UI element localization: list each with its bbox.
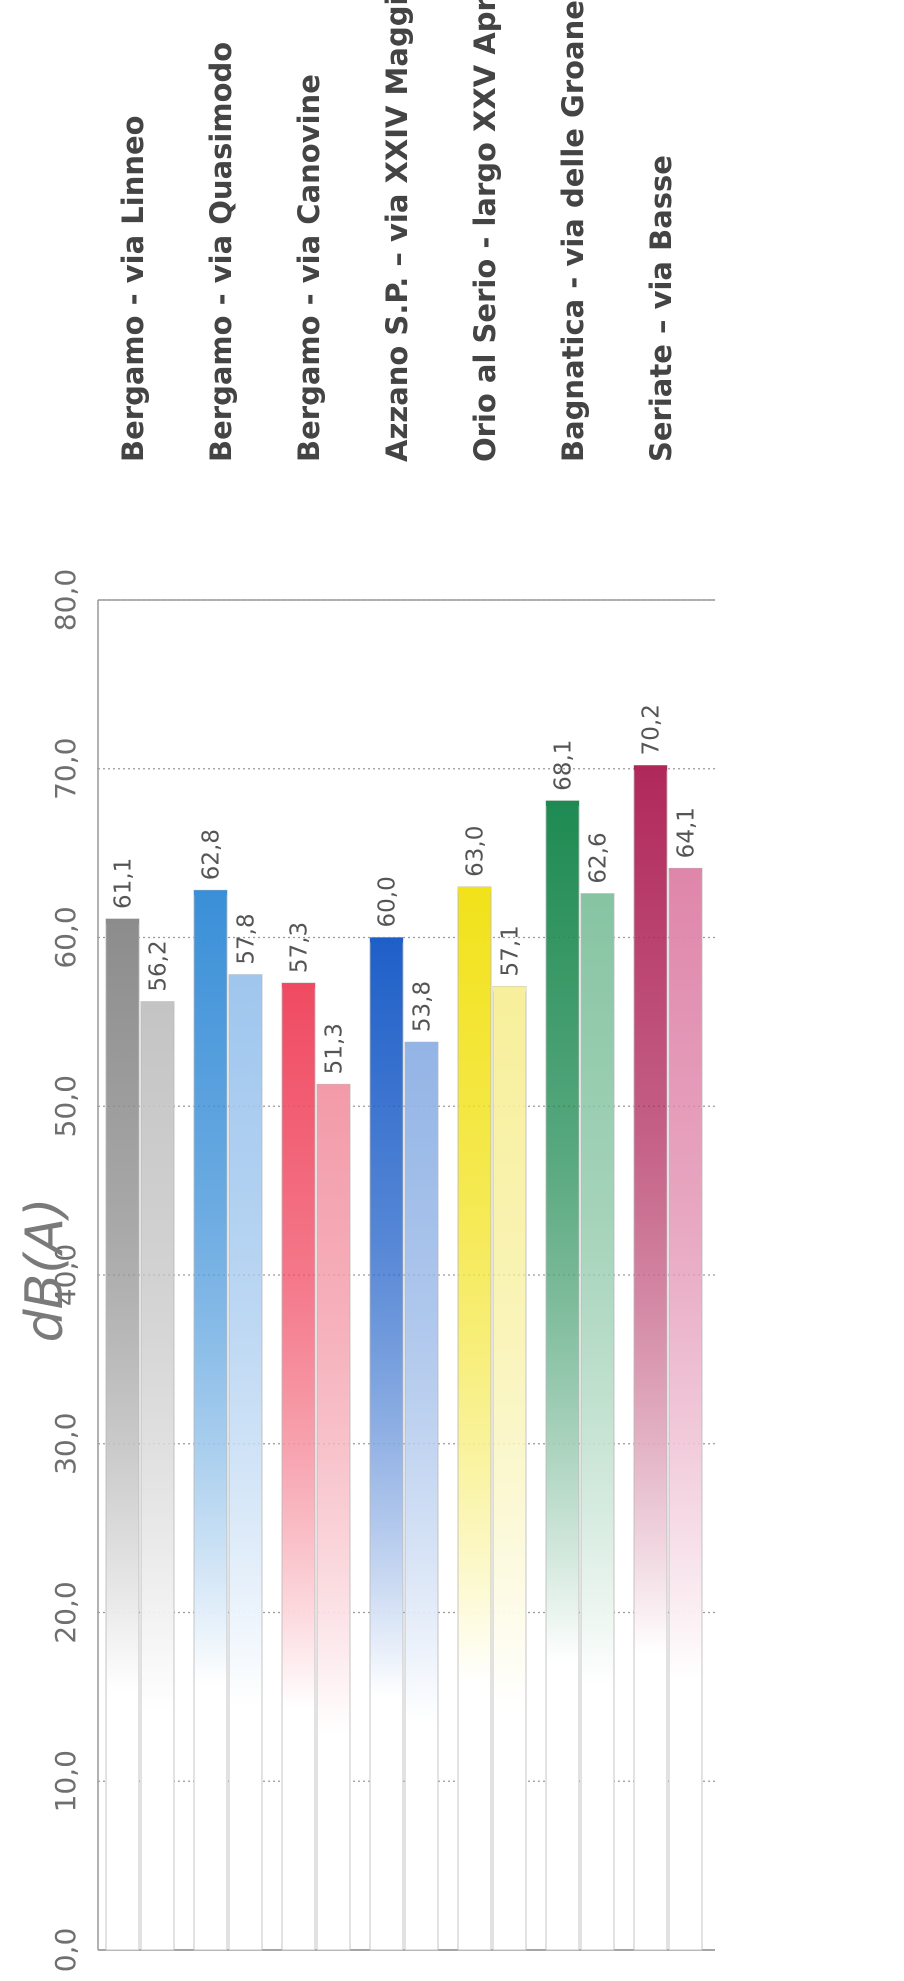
bar-series1-7 (633, 764, 668, 1951)
unit-label: dB(A) (15, 1198, 75, 1343)
bar-cap-series1-2 (194, 890, 227, 896)
bar-cap-series2-1 (141, 1001, 174, 1007)
tick-label: 50,0 (49, 1075, 82, 1137)
category-label: Bergamo - via Canovine (292, 74, 326, 462)
bar-cap-series2-6 (581, 893, 614, 899)
category-label: Azzano S.P. – via XXIV Maggio (380, 0, 414, 462)
bar-series1-1 (105, 918, 140, 1951)
bar-series2-6 (580, 893, 615, 1951)
data-label: 68,1 (551, 740, 577, 791)
value-axis: 0,0 10,0 20,0 30,0 40,0 50,0 60,0 70,0 80,0 (49, 569, 715, 1972)
bar-series1-5 (457, 886, 492, 1951)
data-label: 70,2 (639, 704, 665, 755)
data-label: 62,8 (199, 829, 225, 880)
bar-series1-3 (281, 982, 316, 1951)
data-label: 61,1 (111, 858, 137, 909)
data-label: 60,0 (375, 876, 401, 927)
bar-cap-series2-3 (317, 1084, 350, 1090)
bar-series2-4 (404, 1041, 439, 1951)
bar-cap-series1-1 (106, 918, 139, 924)
tick-label: 20,0 (49, 1581, 82, 1643)
bar-cap-series2-2 (229, 974, 262, 980)
tick-label: 0,0 (49, 1928, 82, 1973)
tick-label: 30,0 (49, 1413, 82, 1475)
bar-cap-series1-4 (370, 937, 403, 943)
category-labels: Bergamo - via Linneo Bergamo - via Quasim… (116, 0, 678, 462)
category-label: Seriate – via Basse (644, 155, 678, 462)
bar-cap-series1-3 (282, 983, 315, 989)
tick-label: 70,0 (49, 738, 82, 800)
tick-label: 80,0 (49, 569, 82, 631)
category-label: Bagnatica - via delle Groane (556, 0, 590, 462)
bar-series2-7 (668, 867, 703, 1951)
bar-cap-series1-7 (634, 765, 667, 771)
data-label: 57,1 (498, 925, 524, 976)
bar-cap-series2-4 (405, 1042, 438, 1048)
bar-series2-3 (316, 1083, 351, 1951)
bar-cap-series1-5 (458, 886, 491, 892)
category-label: Bergamo - via Quasimodo (204, 42, 238, 462)
category-label: Orio al Serio - largo XXV Aprile (468, 0, 502, 462)
data-label: 62,6 (586, 832, 612, 883)
bars (105, 764, 703, 1951)
data-label: 57,8 (234, 913, 260, 964)
tick-label: 10,0 (49, 1750, 82, 1812)
category-label: Bergamo - via Linneo (116, 115, 150, 462)
data-label: 57,3 (287, 922, 313, 973)
bar-series1-4 (369, 937, 404, 1951)
bar-cap-series2-7 (669, 868, 702, 874)
data-label: 64,1 (674, 807, 700, 858)
bar-cap-series1-6 (546, 800, 579, 806)
tick-label: 60,0 (49, 906, 82, 968)
value-labels: 61,1 62,8 57,3 60,0 63,0 68,1 70,2 56,2 57,8 51,3… (111, 704, 700, 1074)
bar-series1-6 (545, 800, 580, 1951)
tick-label: 40,0 (49, 1244, 82, 1306)
data-label: 53,8 (410, 981, 436, 1032)
bar-series2-1 (140, 1001, 175, 1951)
data-label: 51,3 (322, 1023, 348, 1074)
bar-series2-2 (228, 974, 263, 1951)
bar-cap-series2-5 (493, 986, 526, 992)
data-label: 56,2 (146, 940, 172, 991)
data-label: 63,0 (463, 826, 489, 877)
bar-series2-5 (492, 986, 527, 1951)
bar-series1-2 (193, 889, 228, 1951)
